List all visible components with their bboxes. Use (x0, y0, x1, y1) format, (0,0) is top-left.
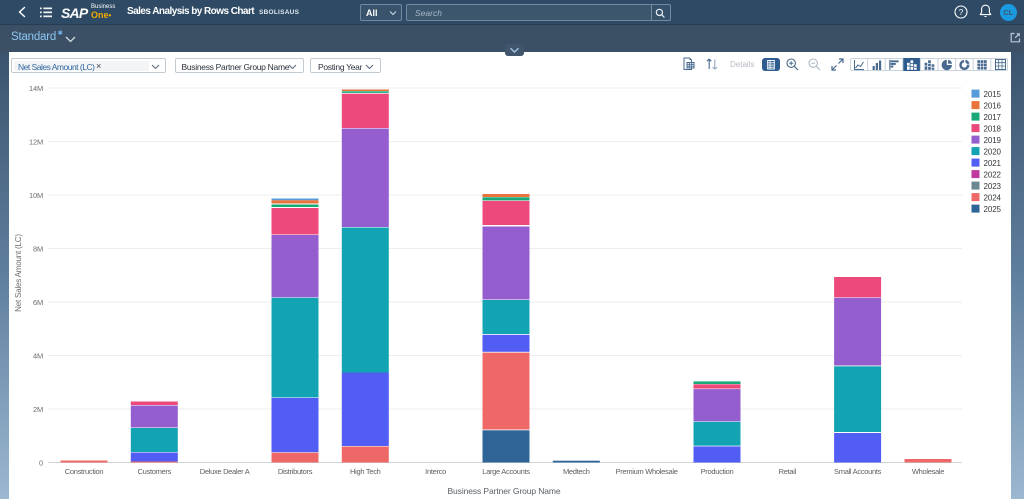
svg-text:Wholesale: Wholesale (912, 467, 944, 476)
svg-text:2022: 2022 (984, 171, 1002, 180)
svg-text:2M: 2M (33, 405, 43, 414)
svg-text:10M: 10M (29, 191, 43, 200)
svg-text:Net Sales Amount (LC): Net Sales Amount (LC) (14, 234, 23, 312)
svg-text:2024: 2024 (984, 194, 1002, 203)
svg-text:Distributors: Distributors (278, 467, 313, 476)
svg-text:2025: 2025 (984, 205, 1002, 214)
svg-text:2017: 2017 (984, 113, 1002, 122)
svg-text:?: ? (959, 7, 964, 17)
svg-text:2018: 2018 (984, 125, 1002, 134)
svg-text:4M: 4M (33, 352, 43, 361)
svg-text:14M: 14M (29, 84, 43, 93)
svg-text:Deluxe Dealer A: Deluxe Dealer A (200, 467, 250, 476)
svg-text:2021: 2021 (984, 159, 1002, 168)
svg-text:2016: 2016 (984, 102, 1002, 111)
svg-text:Small Accounts: Small Accounts (834, 467, 882, 476)
svg-text:2015: 2015 (984, 90, 1002, 99)
svg-text:Business Partner Group Name: Business Partner Group Name (447, 486, 560, 496)
svg-text:Construction: Construction (65, 467, 104, 476)
svg-text:Production: Production (701, 467, 734, 476)
svg-text:Premium Wholesale: Premium Wholesale (616, 467, 678, 476)
svg-text:Large Accounts: Large Accounts (482, 467, 530, 476)
svg-text:High Tech: High Tech (350, 467, 381, 476)
svg-text:8M: 8M (33, 245, 43, 254)
svg-text:6M: 6M (33, 298, 43, 307)
svg-text:2019: 2019 (984, 136, 1002, 145)
svg-text:Interco: Interco (425, 467, 446, 476)
svg-text:0: 0 (39, 459, 43, 468)
svg-text:Customers: Customers (138, 467, 172, 476)
svg-text:Retail: Retail (779, 467, 797, 476)
svg-text:2020: 2020 (984, 148, 1002, 157)
svg-text:2023: 2023 (984, 182, 1002, 191)
svg-text:12M: 12M (29, 138, 43, 147)
svg-text:Medtech: Medtech (563, 467, 590, 476)
